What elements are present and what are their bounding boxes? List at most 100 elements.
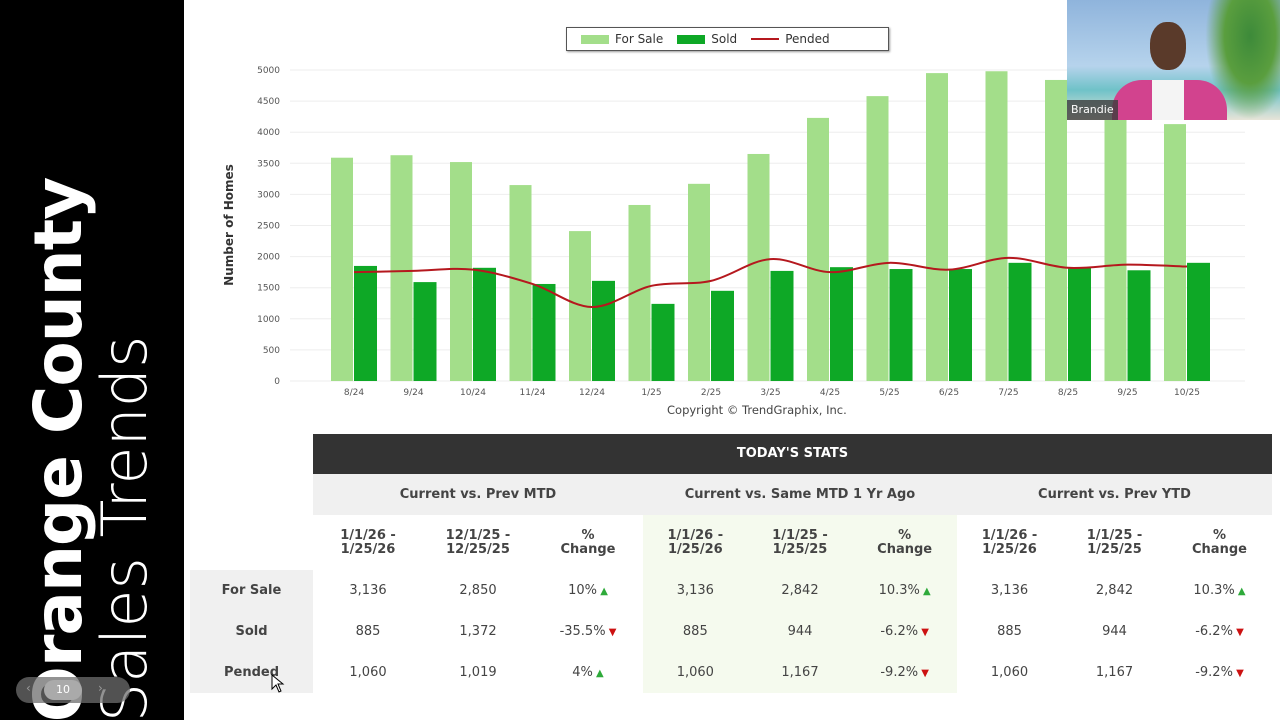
bar-for-sale (867, 96, 889, 381)
cell-value: -6.2% (1195, 624, 1233, 639)
column-header: 1/1/25 -1/25/25 (1062, 529, 1167, 557)
percent-change-cell: -9.2% ▼ (852, 652, 957, 693)
value-cell: 885 (957, 611, 1062, 652)
legend-for-sale: For Sale (581, 32, 663, 46)
y-tick-label: 1500 (257, 284, 280, 294)
column-header: %Change (533, 529, 643, 557)
cell-value: 944 (1102, 624, 1127, 639)
legend-label: For Sale (615, 32, 663, 46)
bar-for-sale (748, 154, 770, 381)
y-tick-label: 4500 (257, 97, 280, 107)
cell-value: 885 (683, 624, 708, 639)
chart-legend: For Sale Sold Pended (566, 27, 889, 51)
x-tick-label: 2/25 (701, 388, 721, 398)
bar-sold (771, 271, 794, 381)
bar-for-sale (1045, 80, 1067, 381)
value-cell: 1,167 (1062, 652, 1167, 693)
x-tick-label: 10/24 (460, 388, 486, 398)
cell-value: 3,136 (991, 583, 1028, 598)
percent-change-cell: 10.3% ▲ (1167, 570, 1272, 611)
cell-value: 2,842 (1096, 583, 1133, 598)
bar-sold (1009, 263, 1032, 381)
value-cell: 2,850 (423, 570, 533, 611)
for-sale-swatch (581, 35, 609, 44)
x-tick-label: 3/25 (760, 388, 780, 398)
cell-value: -6.2% (880, 624, 918, 639)
value-cell: 2,842 (748, 570, 853, 611)
bar-sold (1128, 270, 1151, 381)
y-tick-label: 0 (274, 377, 280, 387)
percent-change-cell: 10% ▲ (533, 570, 643, 611)
cell-value: 1,019 (459, 665, 496, 680)
bar-sold (1068, 267, 1091, 381)
x-tick-label: 12/24 (579, 388, 605, 398)
prev-slide-icon[interactable]: ‹ (26, 681, 31, 695)
column-header: %Change (1167, 529, 1272, 557)
percent-change-cell: -6.2% ▼ (852, 611, 957, 652)
arrow-up-icon: ▲ (1235, 586, 1246, 597)
arrow-up-icon: ▲ (597, 586, 608, 597)
cell-value: 885 (356, 624, 381, 639)
bar-sold (533, 284, 556, 381)
x-tick-label: 4/25 (820, 388, 840, 398)
group-header: Current vs. Prev YTD (957, 474, 1272, 515)
x-tick-label: 9/24 (403, 388, 423, 398)
value-cell: 3,136 (313, 570, 423, 611)
value-cell: 885 (313, 611, 423, 652)
video-tile[interactable]: Brandie (1067, 0, 1280, 120)
value-cell: 1,060 (957, 652, 1062, 693)
cell-value: 3,136 (349, 583, 386, 598)
legend-label: Pended (785, 32, 829, 46)
column-header: %Change (852, 529, 957, 557)
legend-sold: Sold (677, 32, 737, 46)
stats-title: TODAY'S STATS (313, 434, 1272, 474)
arrow-up-icon: ▲ (593, 668, 604, 679)
cell-value: 1,060 (349, 665, 386, 680)
y-tick-label: 3500 (257, 159, 280, 169)
cell-value: 2,850 (459, 583, 496, 598)
value-cell: 1,019 (423, 652, 533, 693)
slide-pager[interactable]: ‹ 10 › (16, 677, 130, 703)
x-tick-label: 1/25 (641, 388, 661, 398)
x-tick-label: 10/25 (1174, 388, 1200, 398)
bar-sold (414, 282, 437, 381)
cell-value: 4% (572, 665, 593, 680)
percent-change-cell: 10.3% ▲ (852, 570, 957, 611)
legend-label: Sold (711, 32, 737, 46)
cell-value: 3,136 (677, 583, 714, 598)
bar-for-sale (1105, 120, 1127, 381)
cell-value: 1,060 (677, 665, 714, 680)
cell-value: 10.3% (879, 583, 920, 598)
x-tick-label: 6/25 (939, 388, 959, 398)
y-axis-label: Number of Homes (222, 164, 236, 286)
next-slide-icon[interactable]: › (98, 681, 103, 695)
x-tick-label: 9/25 (1117, 388, 1137, 398)
cell-value: -35.5% (560, 624, 606, 639)
value-cell: 3,136 (957, 570, 1062, 611)
y-tick-label: 4000 (257, 128, 280, 138)
bar-sold (473, 268, 496, 381)
column-header: 12/1/25 -12/25/25 (423, 529, 533, 557)
percent-change-cell: -35.5% ▼ (533, 611, 643, 652)
bar-for-sale (391, 155, 413, 381)
cell-value: 944 (788, 624, 813, 639)
arrow-down-icon: ▼ (918, 668, 929, 679)
value-cell: 885 (643, 611, 748, 652)
y-tick-label: 500 (263, 346, 280, 356)
arrow-up-icon: ▲ (920, 586, 931, 597)
cell-value: 885 (997, 624, 1022, 639)
x-tick-label: 5/25 (879, 388, 899, 398)
bar-for-sale (331, 158, 353, 381)
chart-copyright: Copyright © TrendGraphix, Inc. (667, 403, 847, 417)
cell-value: 1,372 (459, 624, 496, 639)
legend-pended: Pended (751, 32, 829, 46)
row-label: Pended (190, 652, 313, 693)
value-cell: 3,136 (643, 570, 748, 611)
x-tick-label: 8/25 (1058, 388, 1078, 398)
row-label: For Sale (190, 570, 313, 611)
column-header: 1/1/26 -1/25/26 (643, 529, 748, 557)
percent-change-cell: 4% ▲ (533, 652, 643, 693)
participant-video (1112, 20, 1222, 120)
y-tick-label: 2000 (257, 253, 280, 263)
percent-change-cell: -9.2% ▼ (1167, 652, 1272, 693)
